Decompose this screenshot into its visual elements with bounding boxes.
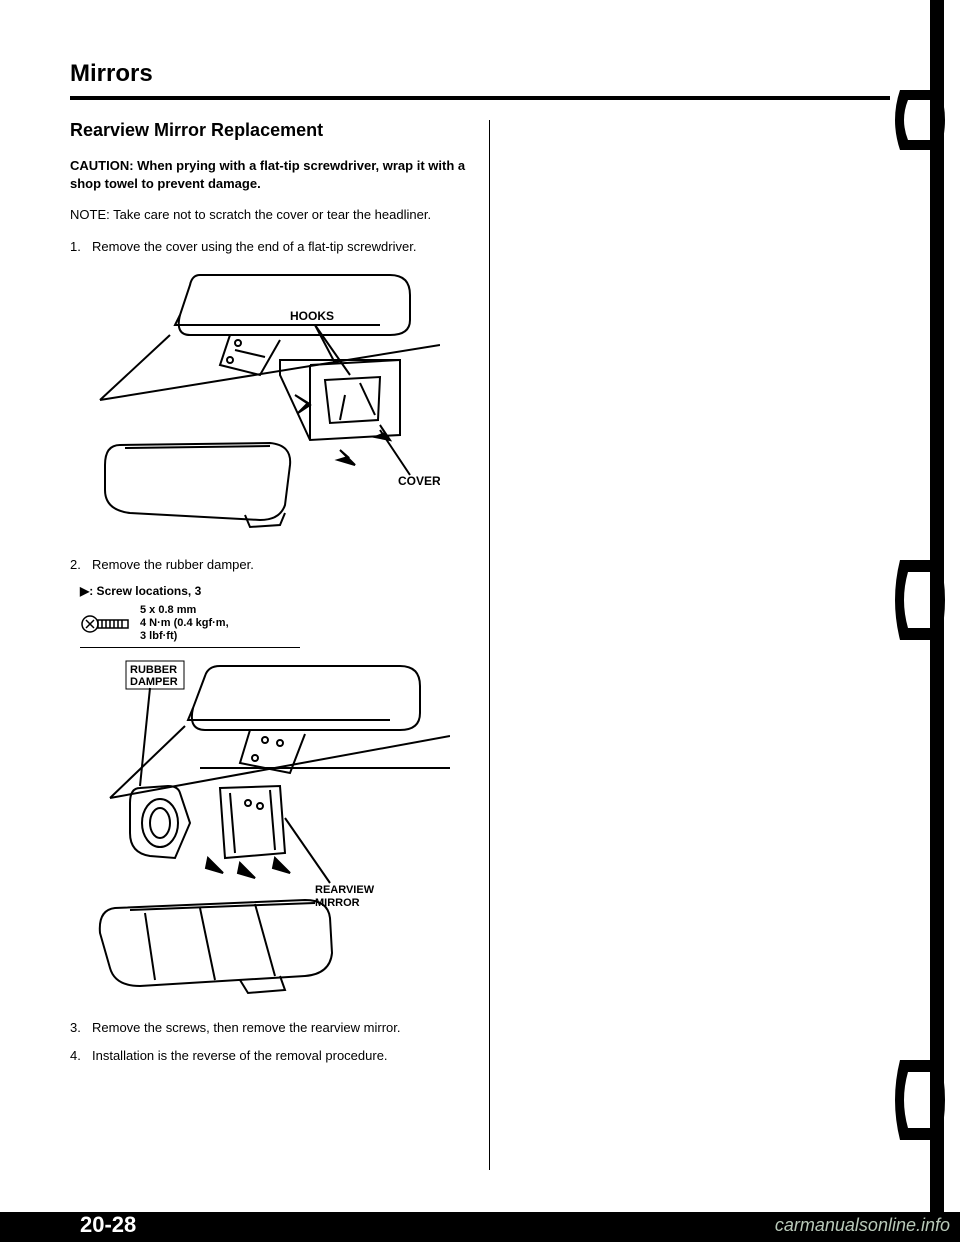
torque-values: 5 x 0.8 mm 4 N·m (0.4 kgf·m, 3 lbf·ft) xyxy=(140,604,229,644)
step-number: 4. xyxy=(70,1047,92,1065)
page-number: 20-28 xyxy=(80,1212,136,1238)
torque-lbfft: 3 lbf·ft) xyxy=(140,630,229,643)
note-text: NOTE: Take care not to scratch the cover… xyxy=(70,206,473,224)
step-text: Remove the screws, then remove the rearv… xyxy=(92,1019,473,1037)
mirror-cover-diagram: HOOKS COVER xyxy=(80,265,440,535)
torque-spec: 5 x 0.8 mm 4 N·m (0.4 kgf·m, 3 lbf·ft) xyxy=(80,604,300,649)
step-4: 4. Installation is the reverse of the re… xyxy=(70,1047,473,1065)
screw-locations: ▶: Screw locations, 3 xyxy=(80,584,473,598)
step-number: 2. xyxy=(70,556,92,574)
label-damper-1: RUBBER xyxy=(130,664,177,676)
watermark: carmanualsonline.info xyxy=(775,1215,950,1236)
figure-1: HOOKS COVER xyxy=(80,265,473,540)
screw-icon xyxy=(80,611,130,637)
mirror-assembly-diagram: RUBBER DAMPER REARVIEW MIRROR xyxy=(80,658,450,998)
step-text: Installation is the reverse of the remov… xyxy=(92,1047,473,1065)
step-text: Remove the cover using the end of a flat… xyxy=(92,238,473,256)
torque-size: 5 x 0.8 mm xyxy=(140,604,229,617)
step-2: 2. Remove the rubber damper. xyxy=(70,556,473,574)
section-title: Rearview Mirror Replacement xyxy=(70,120,473,141)
left-column: Rearview Mirror Replacement CAUTION: Whe… xyxy=(70,120,490,1170)
step-number: 3. xyxy=(70,1019,92,1037)
caution-text: CAUTION: When prying with a flat-tip scr… xyxy=(70,157,473,192)
label-damper-2: DAMPER xyxy=(130,676,178,688)
torque-nm: 4 N·m (0.4 kgf·m, xyxy=(140,617,229,630)
main-title: Mirrors xyxy=(70,60,890,88)
horizontal-rule xyxy=(70,96,890,100)
label-hooks: HOOKS xyxy=(290,309,334,323)
step-text: Remove the rubber damper. xyxy=(92,556,473,574)
binder-edge xyxy=(890,0,960,1242)
page-content: Mirrors Rearview Mirror Replacement CAUT… xyxy=(0,0,960,1210)
step-1: 1. Remove the cover using the end of a f… xyxy=(70,238,473,256)
label-cover: COVER xyxy=(398,474,440,488)
step-3: 3. Remove the screws, then remove the re… xyxy=(70,1019,473,1037)
label-mirror-2: MIRROR xyxy=(315,897,360,909)
figure-2: RUBBER DAMPER REARVIEW MIRROR xyxy=(80,658,473,1003)
step-number: 1. xyxy=(70,238,92,256)
label-mirror-1: REARVIEW xyxy=(315,884,375,896)
